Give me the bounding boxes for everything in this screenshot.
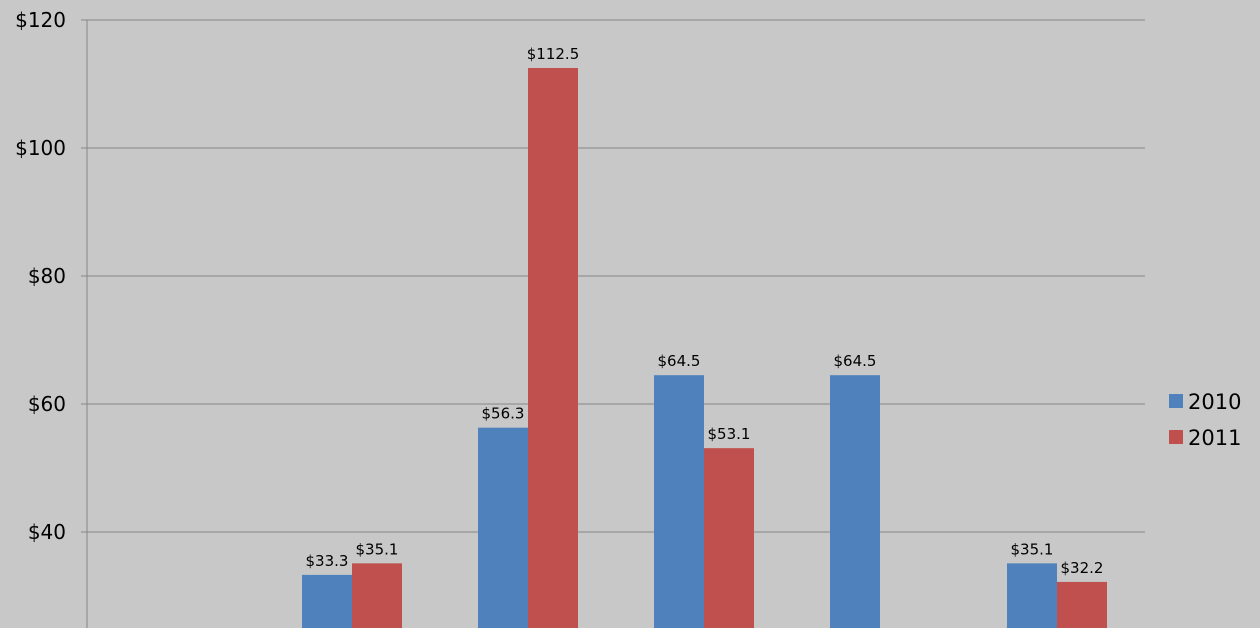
legend: 2010 2011 <box>1169 390 1241 450</box>
bars <box>302 68 1107 628</box>
data-label: $35.1 <box>1011 540 1054 558</box>
data-label: $53.1 <box>708 425 751 443</box>
data-label: $33.3 <box>306 552 349 570</box>
bar-2010-3 <box>654 375 704 628</box>
bar-2010-2 <box>478 427 528 628</box>
y-tick-label: $120 <box>15 8 66 32</box>
bar-2011-1 <box>352 563 402 628</box>
legend-label: 2011 <box>1188 426 1241 450</box>
bar-2010-5 <box>1007 563 1057 628</box>
data-label: $35.1 <box>356 540 399 558</box>
y-tick-label: $60 <box>28 392 66 416</box>
y-tick-label: $40 <box>28 520 66 544</box>
data-label: $112.5 <box>527 45 580 63</box>
bar-2011-5 <box>1057 581 1107 628</box>
data-labels: $33.3 $56.3 $64.5 $64.5 $35.1 $35.1 $112.5 $53.… <box>306 45 1104 577</box>
y-tick-labels: $40 $60 $80 $100 $120 <box>15 8 87 544</box>
y-tick-label: $80 <box>28 264 66 288</box>
y-tick-label: $100 <box>15 136 66 160</box>
gridlines <box>87 19 1145 533</box>
data-label: $56.3 <box>482 405 525 423</box>
data-label: $64.5 <box>658 352 701 370</box>
bar-2011-3 <box>704 448 754 628</box>
bar-2010-1 <box>302 574 352 628</box>
data-label: $64.5 <box>834 352 877 370</box>
legend-swatch <box>1169 394 1183 408</box>
data-label: $32.2 <box>1061 559 1104 577</box>
legend-swatch <box>1169 430 1183 444</box>
legend-label: 2010 <box>1188 390 1241 414</box>
bar-2010-4 <box>830 375 880 628</box>
bar-2011-2 <box>528 68 578 628</box>
